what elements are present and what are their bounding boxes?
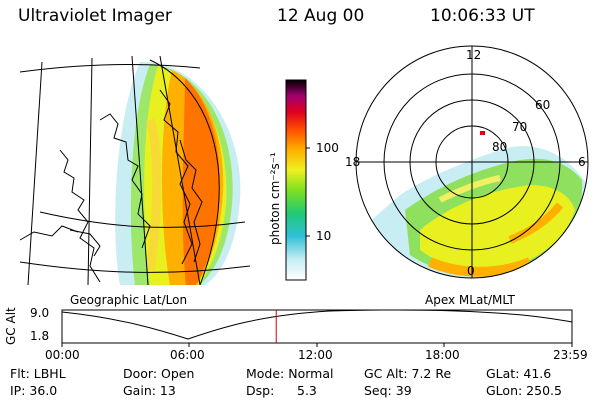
polar-plot [355, 45, 589, 279]
colorbar [285, 79, 307, 281]
altitude-ytick-low: 1.8 [30, 329, 50, 343]
time-label: 10:06:33 UT [430, 6, 535, 26]
altitude-ylabel: GC Alt [4, 307, 18, 345]
door-info: Door: Open [123, 366, 195, 381]
altitude-xtick-0600: 06:00 [170, 348, 205, 362]
apex-label: Apex MLat/MLT [425, 293, 515, 307]
geographic-map [19, 55, 251, 285]
mlt-label-0: 0 [467, 264, 475, 278]
altitude-xtick-1200: 12:00 [298, 348, 333, 362]
glon-info: GLon: 250.5 [486, 383, 562, 398]
glat-info: GLat: 41.6 [486, 366, 552, 381]
altitude-xtick-1800: 18:00 [425, 348, 460, 362]
mode-info: Mode: Normal [246, 366, 334, 381]
flt-info: Flt: LBHL [10, 366, 66, 381]
ip-info: IP: 36.0 [10, 383, 58, 398]
dsp-value: 5.3 [297, 383, 317, 398]
mlt-label-6: 6 [578, 155, 586, 169]
gain-info: Gain: 13 [123, 383, 176, 398]
geographic-label: Geographic Lat/Lon [70, 293, 188, 307]
lat-label-70: 70 [512, 120, 528, 134]
instrument-title: Ultraviolet Imager [18, 6, 172, 26]
altitude-ytick-high: 9.0 [30, 306, 50, 320]
altitude-xtick-0000: 00:00 [45, 348, 80, 362]
lat-label-80: 80 [492, 140, 508, 154]
dsp-label: Dsp: [246, 383, 275, 398]
altitude-xtick-2359: 23:59 [553, 348, 588, 362]
date-label: 12 Aug 00 [277, 6, 365, 26]
seq-info: Seq: 39 [364, 383, 412, 398]
mlt-label-12: 12 [466, 48, 482, 62]
gcalt-info: GC Alt: 7.2 Re [364, 366, 452, 381]
mlt-label-18: 18 [345, 155, 361, 169]
colorbar-tick-10: 10 [316, 229, 332, 243]
colorbar-unit-label: photon cm⁻²s⁻¹ [268, 152, 282, 245]
altitude-plot [61, 309, 573, 347]
colorbar-tick-100: 100 [316, 141, 339, 155]
lat-label-60: 60 [535, 98, 551, 112]
